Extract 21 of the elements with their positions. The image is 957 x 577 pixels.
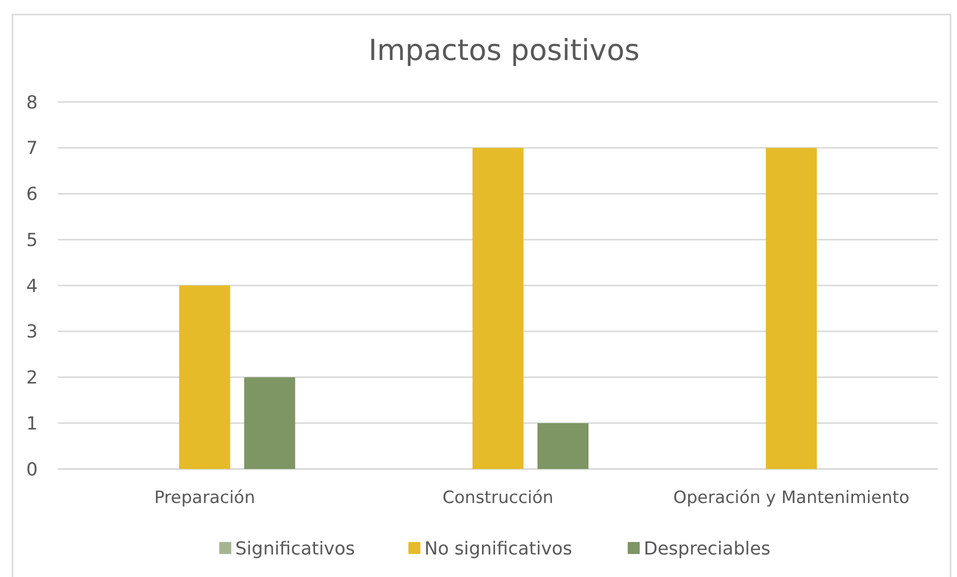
bar	[766, 148, 817, 469]
y-tick-label: 0	[26, 459, 38, 480]
y-tick-label: 5	[26, 230, 38, 251]
y-tick-label: 1	[26, 413, 38, 434]
legend-label: Despreciables	[644, 538, 770, 560]
y-tick-label: 8	[26, 92, 38, 114]
chart-title: Impactos positivos	[368, 33, 640, 67]
bar	[472, 148, 524, 469]
bar	[538, 423, 588, 469]
x-tick-label: Operación y Mantenimiento	[673, 488, 910, 508]
bar	[244, 377, 296, 469]
y-tick-label: 2	[26, 368, 38, 389]
legend-label: No significativos	[424, 538, 572, 560]
y-tick-label: 6	[26, 184, 38, 206]
y-tick-label: 7	[26, 138, 38, 160]
y-tick-label: 3	[26, 322, 38, 343]
legend-label: Significativos	[235, 538, 355, 560]
x-tick-label: Preparación	[154, 488, 256, 508]
y-tick-label: 4	[26, 276, 38, 297]
x-tick-label: Construcción	[442, 488, 554, 508]
bar	[179, 286, 230, 469]
